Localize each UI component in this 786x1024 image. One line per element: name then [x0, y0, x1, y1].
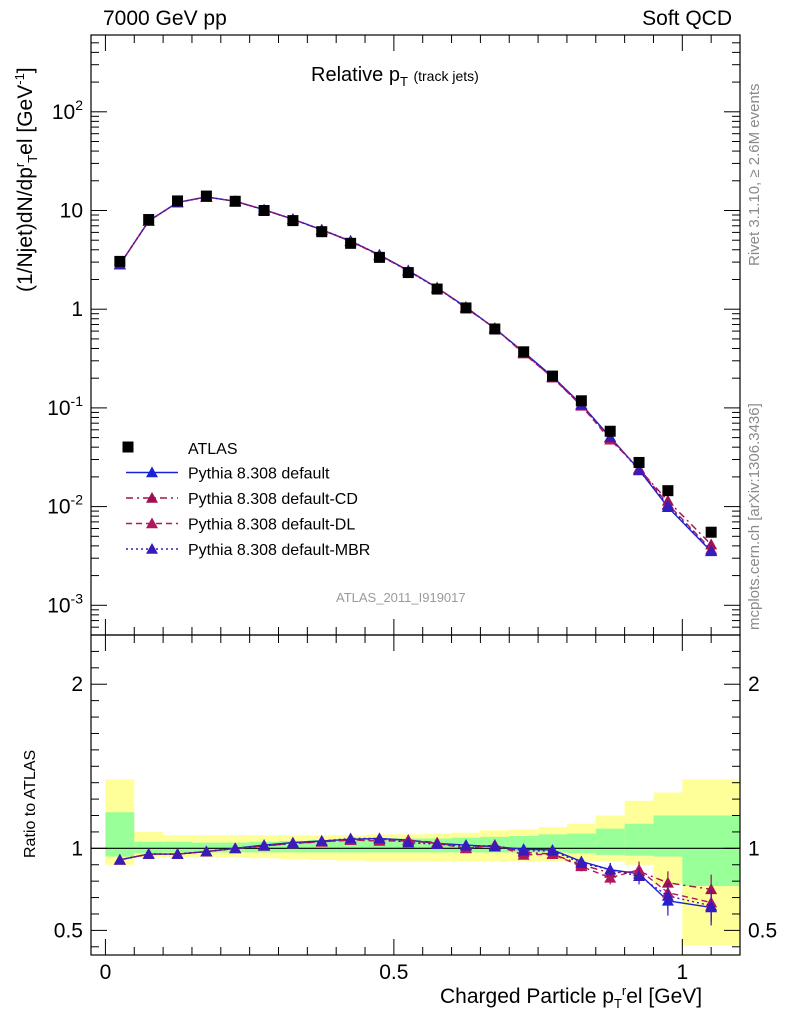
x-tick-label: 0.5	[379, 961, 408, 984]
atlas-data-point	[705, 526, 717, 538]
atlas-data-point	[287, 215, 299, 227]
ratio-tick-label: 1	[71, 837, 83, 860]
mc-marker-ratio-3	[488, 839, 501, 851]
stat-uncertainty-band	[134, 841, 164, 854]
x-tick-label: 0	[100, 961, 112, 984]
mc-marker-ratio-3	[200, 845, 213, 857]
mc-marker-ratio-3	[661, 889, 674, 901]
legend-marker-3	[146, 543, 158, 554]
atlas-data-point	[172, 195, 184, 207]
atlas-data-point	[518, 346, 530, 358]
y-tick-label: 1	[71, 298, 83, 321]
ratio-tick-label: 0.5	[54, 919, 83, 942]
atlas-data-point	[316, 226, 328, 238]
stat-uncertainty-band	[163, 841, 192, 853]
header-left: 7000 GeV pp	[103, 7, 227, 30]
atlas-data-point	[633, 456, 645, 468]
legend-marker-0	[146, 466, 158, 478]
mc-marker-ratio-3	[113, 853, 126, 865]
stat-uncertainty-band	[566, 833, 596, 854]
mc-line-main-3	[119, 196, 712, 552]
x-tick-label: 1	[676, 961, 688, 984]
mc-marker-ratio-3	[633, 870, 646, 882]
ratio-tick-label: 2	[71, 673, 83, 696]
mc-marker-ratio-2	[604, 871, 617, 883]
mc-marker-ratio-3	[604, 863, 617, 875]
mc-marker-ratio-3	[258, 839, 271, 851]
ratio-tick-label-right: 1	[748, 837, 760, 860]
atlas-data-point	[258, 204, 270, 216]
atlas-data-point	[200, 190, 212, 202]
atlas-data-point	[489, 323, 501, 335]
chart-title: Relative pT (track jets)	[311, 64, 479, 89]
atlas-data-point	[460, 302, 472, 314]
atlas-data-point	[229, 195, 241, 207]
mc-marker-ratio-3	[431, 838, 444, 850]
mc-marker-ratio-3	[546, 844, 559, 856]
legend-label-atlas: ATLAS	[188, 441, 238, 458]
stat-uncertainty-band	[682, 815, 740, 887]
atlas-data-point	[431, 283, 443, 295]
mc-marker-main-3	[661, 499, 674, 511]
atlas-data-point	[547, 370, 559, 382]
stat-uncertainty-band	[105, 812, 135, 857]
mc-marker-ratio-3	[171, 848, 184, 859]
atlas-data-point	[402, 267, 414, 279]
analysis-label: ATLAS_2011_I919017	[336, 590, 466, 605]
mc-marker-ratio-3	[705, 899, 718, 911]
stat-uncertainty-band	[365, 839, 394, 853]
atlas-data-point	[373, 251, 385, 263]
atlas-data-point	[345, 237, 357, 249]
header-right: Soft QCD	[642, 7, 732, 30]
stat-uncertainty-band	[624, 823, 654, 856]
ratio-tick-label-right: 2	[748, 673, 760, 696]
legend-label-2: Pythia 8.308 default-DL	[188, 517, 355, 534]
legend-marker-2	[146, 517, 158, 529]
legend-label-1: Pythia 8.308 default-CD	[188, 491, 358, 508]
x-axis-label: Charged Particle pTrel [GeV]	[440, 983, 703, 1012]
ratio-tick-label-right: 0.5	[748, 919, 777, 942]
mc-marker-ratio-3	[402, 836, 415, 848]
y-tick-label: 10-1	[47, 393, 83, 420]
legend-marker-1	[146, 492, 158, 503]
mc-marker-main-3	[633, 464, 646, 476]
legend-label-0: Pythia 8.308 default	[188, 466, 330, 483]
mc-marker-ratio-3	[517, 844, 530, 856]
legend-marker-atlas	[122, 441, 134, 453]
atlas-data-point	[662, 485, 674, 497]
mc-marker-ratio-3	[142, 848, 155, 859]
atlas-data-point	[575, 395, 587, 407]
mc-marker-ratio-3	[286, 837, 299, 849]
y-tick-label: 10	[60, 199, 83, 222]
y-tick-label: 10-2	[47, 492, 83, 519]
y-tick-label: 10-3	[47, 590, 83, 617]
ratio-plot-frame	[90, 634, 741, 956]
mc-marker-ratio-3	[373, 832, 386, 844]
mc-marker-ratio-3	[315, 834, 328, 846]
mc-marker-main-3	[705, 544, 718, 556]
legend-label-3: Pythia 8.308 default-MBR	[188, 542, 370, 559]
stat-uncertainty-band	[336, 839, 366, 853]
atlas-data-point	[604, 425, 616, 437]
atlas-data-point	[114, 255, 126, 267]
mc-marker-ratio-3	[229, 842, 242, 854]
mc-marker-ratio-3	[459, 839, 472, 851]
stat-uncertainty-band	[595, 828, 625, 855]
mc-marker-ratio-3	[575, 857, 588, 868]
mc-marker-ratio-3	[344, 832, 357, 844]
atlas-data-point	[143, 214, 155, 226]
y-tick-label: 102	[52, 97, 83, 124]
